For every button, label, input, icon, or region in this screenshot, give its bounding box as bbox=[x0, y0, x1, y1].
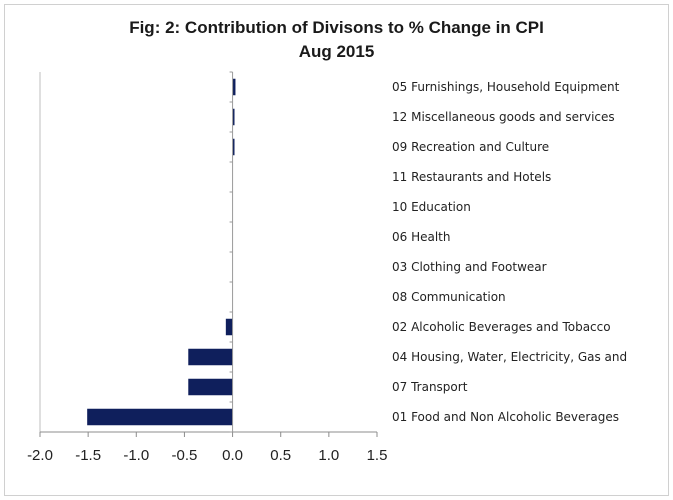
category-label: 05 Furnishings, Household Equipment bbox=[392, 80, 620, 94]
category-label: 07 Transport bbox=[392, 380, 468, 394]
bar bbox=[232, 108, 235, 126]
x-tick-label: 1.0 bbox=[318, 447, 339, 464]
category-label: 03 Clothing and Footwear bbox=[392, 260, 547, 274]
bar bbox=[188, 378, 233, 396]
category-label: 12 Miscellaneous goods and services bbox=[392, 110, 615, 124]
category-label: 02 Alcoholic Beverages and Tobacco bbox=[392, 320, 611, 334]
category-label: 01 Food and Non Alcoholic Beverages bbox=[392, 410, 619, 424]
bar bbox=[232, 78, 236, 96]
x-tick-label: 0.0 bbox=[222, 447, 243, 464]
x-tick-label: 1.5 bbox=[367, 447, 388, 464]
x-tick-label: -0.5 bbox=[171, 447, 197, 464]
category-label: 10 Education bbox=[392, 200, 471, 214]
x-tick-label: 0.5 bbox=[270, 447, 291, 464]
category-label: 11 Restaurants and Hotels bbox=[392, 170, 551, 184]
category-label: 04 Housing, Water, Electricity, Gas and bbox=[392, 350, 627, 364]
x-tick-label: -1.5 bbox=[75, 447, 101, 464]
chart-subtitle: Aug 2015 bbox=[298, 42, 375, 61]
bar bbox=[232, 138, 235, 156]
chart-title: Fig: 2: Contribution of Divisons to % Ch… bbox=[129, 18, 544, 37]
category-label: 09 Recreation and Culture bbox=[392, 140, 549, 154]
bar bbox=[87, 408, 233, 426]
bar bbox=[188, 348, 233, 366]
x-tick-label: -1.0 bbox=[123, 447, 149, 464]
bar bbox=[225, 318, 233, 336]
category-label: 06 Health bbox=[392, 230, 451, 244]
x-tick-label: -2.0 bbox=[27, 447, 53, 464]
category-label: 08 Communication bbox=[392, 290, 506, 304]
